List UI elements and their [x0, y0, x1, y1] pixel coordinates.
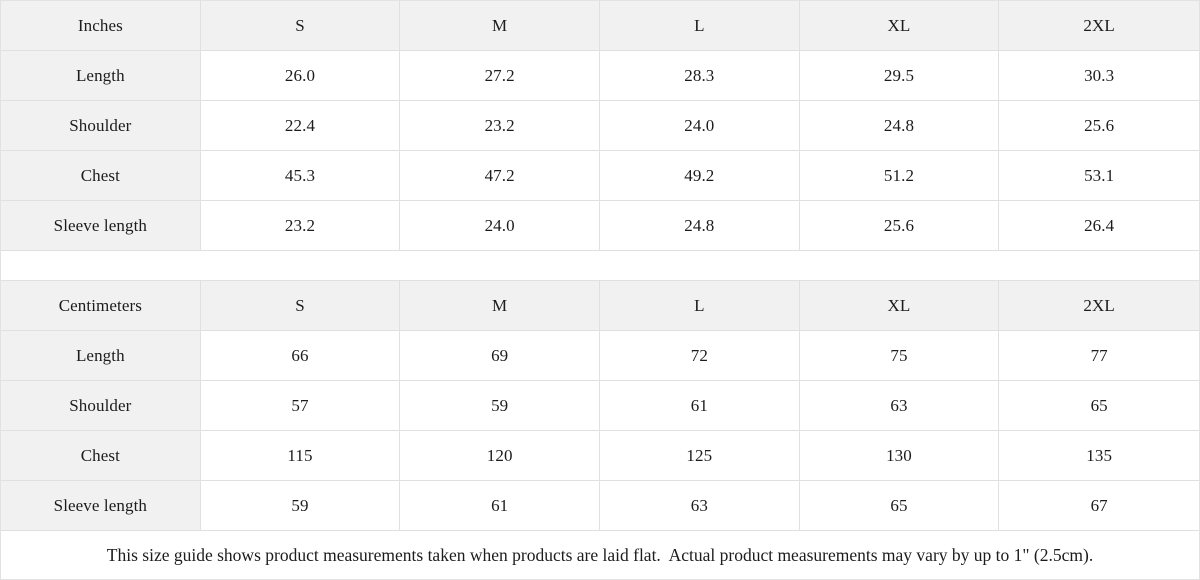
measurement-value: 63 — [600, 481, 800, 531]
measurement-value: 25.6 — [799, 201, 1000, 251]
measurement-value: 49.2 — [600, 151, 800, 201]
measurement-value: 65 — [799, 481, 1000, 531]
measurement-value: 65 — [999, 381, 1199, 431]
measurement-value: 72 — [600, 331, 800, 381]
measurement-value: 26.4 — [999, 201, 1199, 251]
measurement-value: 130 — [799, 431, 1000, 481]
size-column-header: XL — [799, 281, 1000, 331]
measurement-value: 120 — [400, 431, 600, 481]
inches-table: Inches S M L XL 2XL Length 26.0 27.2 28.… — [1, 1, 1199, 251]
unit-header: Centimeters — [1, 281, 201, 331]
measurement-value: 51.2 — [799, 151, 1000, 201]
measurement-value: 59 — [400, 381, 600, 431]
size-column-header: M — [400, 1, 600, 51]
measurement-value: 53.1 — [999, 151, 1199, 201]
size-column-header: S — [200, 1, 401, 51]
measurement-value: 115 — [200, 431, 401, 481]
measurement-value: 26.0 — [200, 51, 401, 101]
measurement-value: 24.0 — [600, 101, 800, 151]
row-label: Sleeve length — [1, 201, 201, 251]
measurement-value: 75 — [799, 331, 1000, 381]
measurement-value: 125 — [600, 431, 800, 481]
row-label: Sleeve length — [1, 481, 201, 531]
size-column-header: M — [400, 281, 600, 331]
measurement-value: 24.8 — [799, 101, 1000, 151]
measurement-value: 59 — [200, 481, 401, 531]
measurement-value: 30.3 — [999, 51, 1199, 101]
measurement-value: 61 — [400, 481, 600, 531]
size-column-header: S — [200, 281, 401, 331]
row-label: Length — [1, 331, 201, 381]
size-column-header: XL — [799, 1, 1000, 51]
measurement-value: 69 — [400, 331, 600, 381]
measurement-value: 66 — [200, 331, 401, 381]
measurement-value: 24.0 — [400, 201, 600, 251]
measurement-value: 47.2 — [400, 151, 600, 201]
measurement-value: 23.2 — [200, 201, 401, 251]
size-guide-note: This size guide shows product measuremen… — [106, 544, 1094, 565]
measurement-value: 22.4 — [200, 101, 401, 151]
row-label: Chest — [1, 431, 201, 481]
row-label: Shoulder — [1, 381, 201, 431]
measurement-value: 67 — [999, 481, 1199, 531]
row-label: Length — [1, 51, 201, 101]
measurement-value: 61 — [600, 381, 800, 431]
size-column-header: 2XL — [999, 1, 1199, 51]
measurement-value: 23.2 — [400, 101, 600, 151]
measurement-value: 28.3 — [600, 51, 800, 101]
measurement-value: 135 — [999, 431, 1199, 481]
size-column-header: 2XL — [999, 281, 1199, 331]
measurement-value: 25.6 — [999, 101, 1199, 151]
centimeters-table: Centimeters S M L XL 2XL Length 66 69 72… — [1, 281, 1199, 531]
row-label: Shoulder — [1, 101, 201, 151]
measurement-value: 27.2 — [400, 51, 600, 101]
measurement-value: 57 — [200, 381, 401, 431]
unit-header: Inches — [1, 1, 201, 51]
table-spacer — [1, 251, 1199, 281]
size-column-header: L — [600, 281, 800, 331]
size-column-header: L — [600, 1, 800, 51]
measurement-value: 24.8 — [600, 201, 800, 251]
measurement-value: 77 — [999, 331, 1199, 381]
measurement-value: 45.3 — [200, 151, 401, 201]
measurement-value: 29.5 — [799, 51, 1000, 101]
row-label: Chest — [1, 151, 201, 201]
measurement-value: 63 — [799, 381, 1000, 431]
